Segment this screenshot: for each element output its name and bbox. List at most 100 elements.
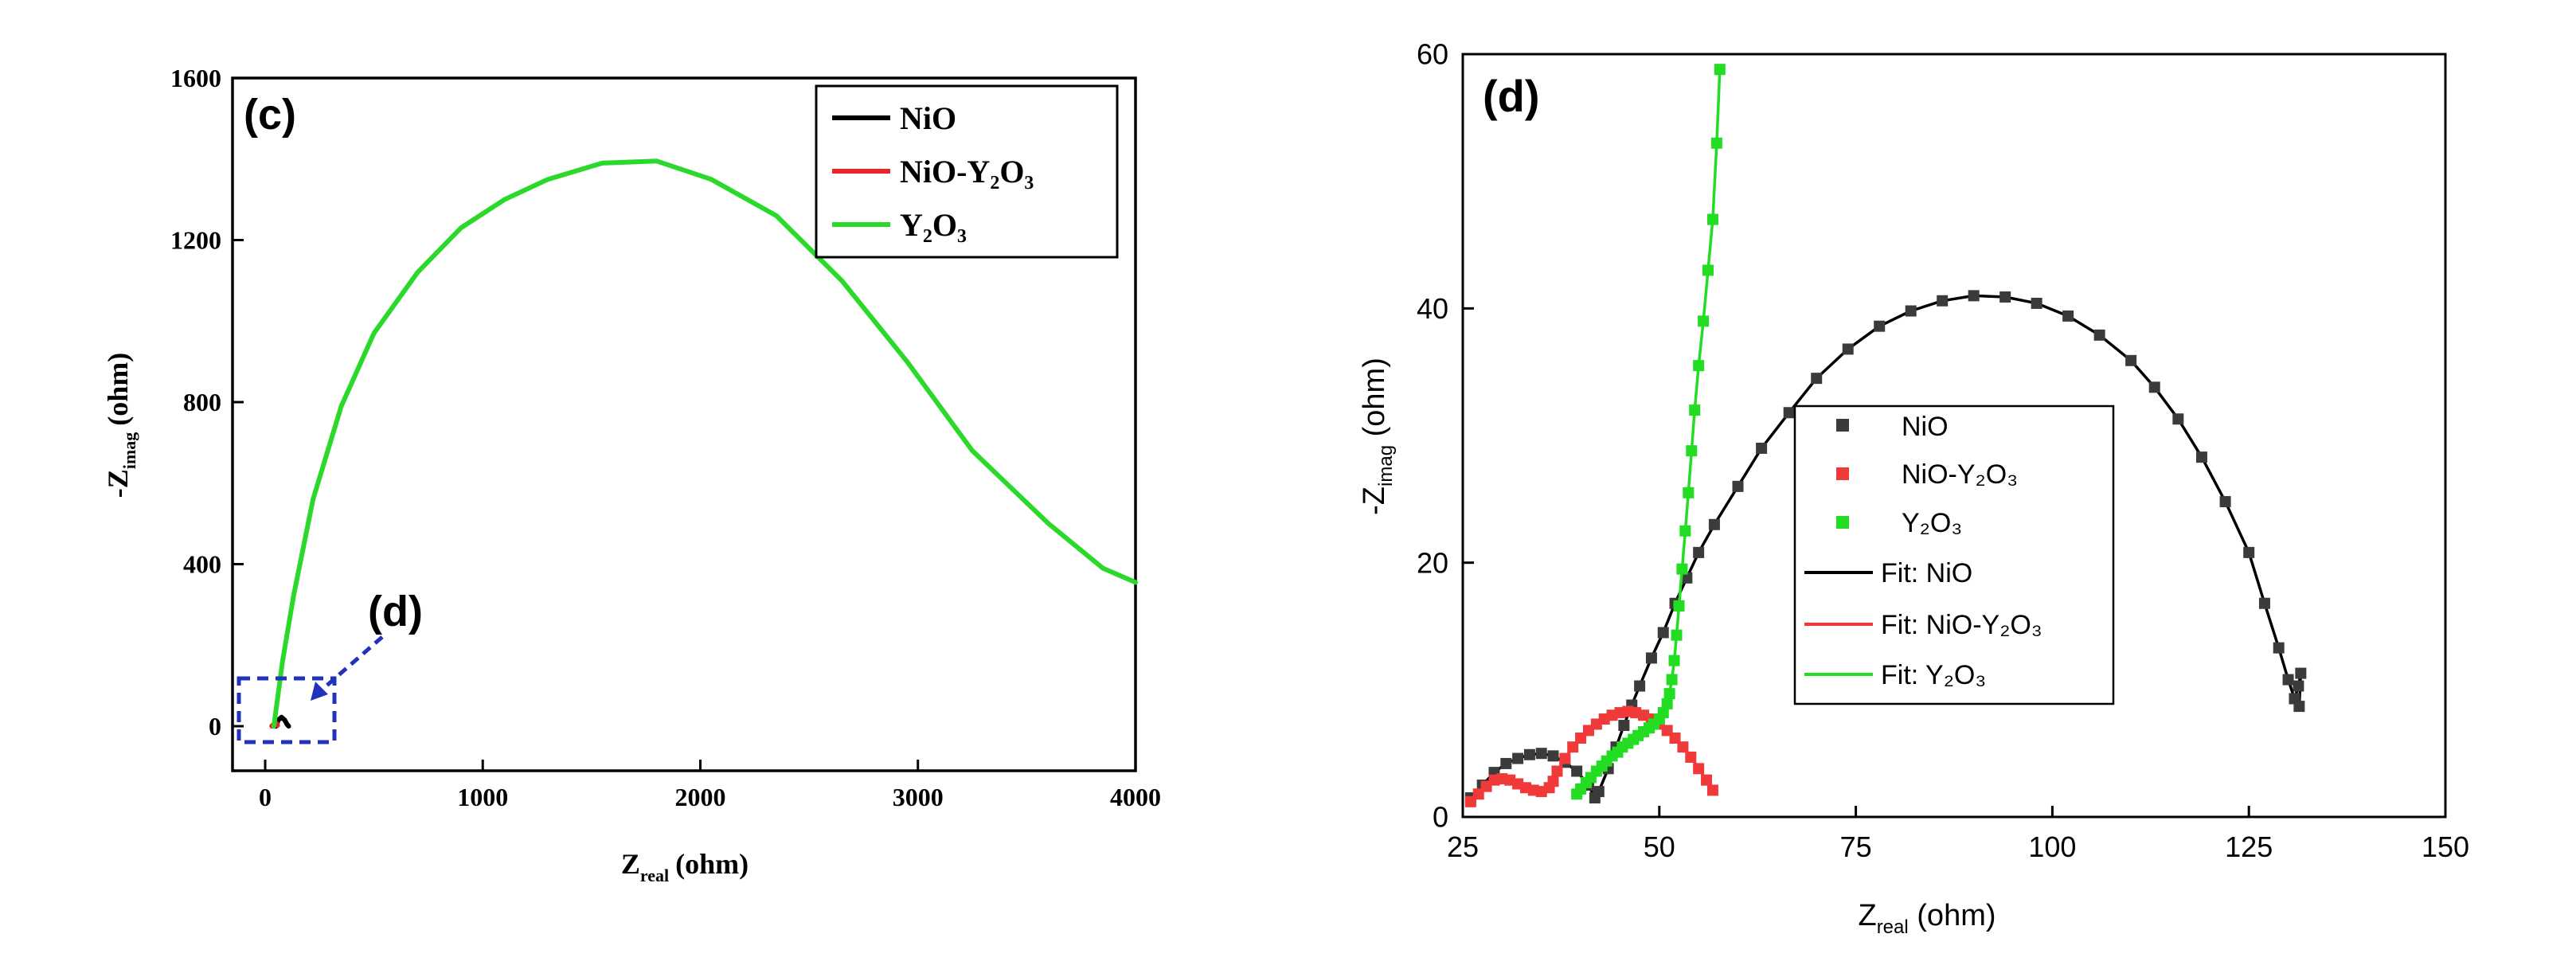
legend-label-y2o3-d: Y₂O₃ [1902, 508, 1962, 538]
legend-label-y2o3: Y₂O₃ [900, 207, 967, 243]
data-point-nio [1783, 407, 1795, 419]
y-tick-label-1200: 1200 [170, 226, 221, 255]
data-point-nio [2219, 496, 2231, 508]
x-tick-label-75: 75 [1840, 830, 1872, 863]
x-tick-label-2000: 2000 [674, 783, 725, 811]
inset-region-box [236, 676, 337, 744]
data-point-y2o3 [1686, 445, 1698, 457]
data-point-nio [1645, 652, 1657, 664]
legend-fit-y2o3: Fit: Y₂O₃ [1881, 660, 1986, 690]
data-point-nio [1811, 373, 1823, 385]
data-point-nio [1593, 786, 1605, 798]
y-tick-label-800: 800 [183, 388, 221, 416]
y-tick-label-400: 400 [183, 550, 221, 579]
data-point-y2o3 [1668, 655, 1680, 666]
data-point-nio [2125, 354, 2137, 366]
data-point-nio [1500, 757, 1512, 769]
data-point-nio [1874, 320, 1886, 332]
data-point-nio-y2o3 [1547, 776, 1559, 787]
data-point-nio [1905, 305, 1917, 317]
data-point-nio [1968, 290, 1980, 302]
x-tick-label-3000: 3000 [893, 783, 944, 811]
x-tick-label-50: 50 [1644, 830, 1675, 863]
data-point-nio-y2o3 [1677, 741, 1689, 753]
data-point-nio-y2o3 [1669, 733, 1681, 744]
panel-c-x-axis-label: Zreal (ohm) [621, 848, 749, 885]
inset-label: (d) [368, 588, 423, 635]
y-tick-label-0: 0 [209, 712, 221, 740]
legend-marker-y2o3 [1836, 516, 1849, 529]
legend-label-nio-y2o3: NiO-Y₂O₃ [900, 154, 1034, 190]
y-tick-label-0: 0 [1433, 801, 1448, 834]
data-point-nio-y2o3 [1551, 765, 1563, 777]
panel-d-label: (d) [1483, 71, 1540, 121]
data-point-nio-y2o3 [1685, 751, 1697, 763]
data-point-y2o3 [1671, 629, 1683, 641]
panel-d-y-axis-label: -Zimag (ohm) [1358, 358, 1397, 515]
data-point-y2o3 [1679, 525, 1691, 537]
data-point-nio [1842, 343, 1854, 355]
data-point-nio [1618, 720, 1630, 732]
data-point-nio [2293, 701, 2305, 713]
data-point-nio [2243, 546, 2255, 558]
data-point-nio-y2o3 [1706, 784, 1718, 796]
data-point-nio [2062, 310, 2074, 322]
data-point-nio [2273, 642, 2285, 654]
x-tick-label-1000: 1000 [457, 783, 508, 811]
data-point-nio-y2o3 [1559, 752, 1571, 764]
data-point-nio [1937, 295, 1949, 307]
data-point-y2o3 [1676, 563, 1688, 575]
y-tick-label-40: 40 [1417, 292, 1448, 325]
data-point-nio [1708, 518, 1720, 530]
data-point-y2o3 [1698, 315, 1710, 327]
x-tick-label-4000: 4000 [1110, 783, 1161, 811]
inset-arrow-line [317, 635, 384, 694]
panel-c-label: (c) [244, 91, 296, 139]
data-point-y2o3 [1693, 360, 1705, 372]
y-tick-label-60: 60 [1417, 38, 1448, 71]
panel-d-frame [1461, 53, 2447, 819]
x-tick-label-25: 25 [1447, 830, 1479, 863]
data-point-y2o3 [1706, 213, 1718, 225]
data-point-nio [1732, 480, 1744, 492]
data-point-nio [2295, 667, 2307, 679]
panel-d-x-axis-label: Zreal (ohm) [1858, 899, 1996, 938]
data-point-nio [2293, 680, 2304, 692]
data-point-y2o3 [1689, 404, 1701, 416]
data-point-nio [1547, 750, 1559, 762]
data-point-nio-y2o3 [1567, 741, 1579, 753]
data-point-nio [1999, 291, 2011, 303]
panel-c-legend: NiO NiO-Y₂O₃ Y₂O₃ [815, 84, 1119, 259]
series-line-y2o3 [271, 158, 1138, 729]
data-point-nio [1535, 748, 1547, 760]
data-point-nio [1756, 442, 1768, 454]
panel-c-frame [231, 76, 1137, 772]
legend-label-nio-d: NiO [1902, 412, 1949, 442]
legend-marker-nio [1836, 419, 1849, 432]
legend-fit-nio: Fit: NiO [1881, 558, 1972, 588]
data-point-nio-y2o3 [1693, 763, 1705, 775]
data-point-nio [2093, 329, 2105, 341]
y-tick-label-20: 20 [1417, 546, 1448, 579]
data-point-y2o3 [1661, 698, 1673, 709]
data-point-y2o3 [1714, 64, 1726, 76]
data-point-nio [1681, 572, 1693, 584]
panel-c-y-axis-label: -Zimag(ohm) [102, 353, 139, 498]
data-point-nio [1693, 546, 1705, 558]
data-point-nio [1571, 765, 1583, 777]
legend-fit-nio-y2o3: Fit: NiO-Y₂O₃ [1881, 610, 2042, 640]
data-point-nio [2031, 297, 2042, 309]
data-point-nio [2172, 413, 2184, 425]
data-point-y2o3 [1673, 600, 1685, 612]
data-point-y2o3 [1657, 707, 1669, 719]
data-point-nio [2148, 381, 2160, 393]
data-point-nio [1634, 680, 1646, 692]
x-tick-label-0: 0 [259, 783, 272, 811]
inset-arrow-head [311, 682, 328, 701]
data-point-nio [2258, 597, 2270, 609]
x-tick-label-100: 100 [2028, 830, 2076, 863]
data-point-y2o3 [1663, 688, 1675, 700]
legend-label-nio-y2o3-d: NiO-Y₂O₃ [1902, 459, 2018, 490]
series-line-nio [273, 714, 291, 729]
